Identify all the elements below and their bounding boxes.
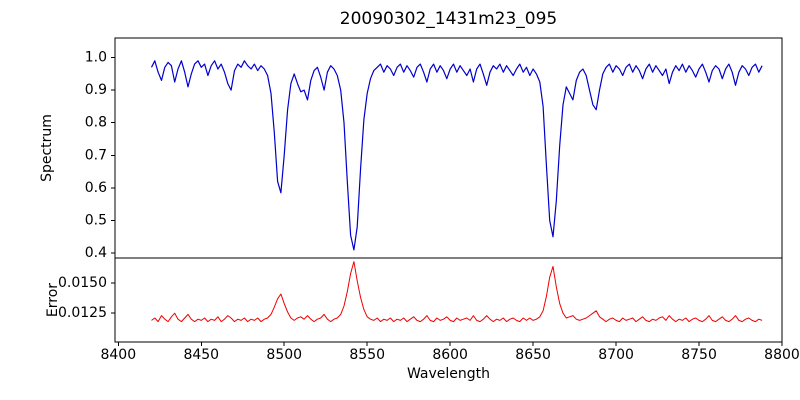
x-tick-label: 8400: [100, 347, 136, 363]
x-tick-label: 8500: [266, 347, 302, 363]
y-tick-label: 0.0125: [58, 305, 107, 321]
y-tick-label: 0.6: [85, 180, 107, 196]
y-tick-label: 0.4: [85, 245, 107, 261]
x-tick-label: 8700: [598, 347, 634, 363]
wavelength-axis-label: Wavelength: [406, 366, 491, 382]
y-tick-label: 0.8: [85, 115, 107, 131]
y-tick-label: 0.0150: [58, 275, 107, 291]
y-tick-label: 1.0: [85, 50, 107, 66]
error-line: [151, 261, 763, 323]
x-tick-label: 8600: [432, 347, 468, 363]
y-tick-label: 0.5: [85, 213, 107, 229]
y-tick-label: 0.7: [85, 147, 107, 163]
x-tick-label: 8550: [349, 347, 385, 363]
x-tick-label: 8650: [515, 347, 551, 363]
plot-title: 20090302_1431m23_095: [339, 9, 558, 29]
x-tick-label: 8800: [764, 347, 800, 363]
panel-border: [114, 37, 783, 259]
y-tick-label: 0.9: [85, 82, 107, 98]
x-tick-label: 8450: [183, 347, 219, 363]
panel-border: [114, 257, 783, 343]
spectrum-line: [150, 60, 763, 251]
x-tick-label: 8750: [681, 347, 717, 363]
